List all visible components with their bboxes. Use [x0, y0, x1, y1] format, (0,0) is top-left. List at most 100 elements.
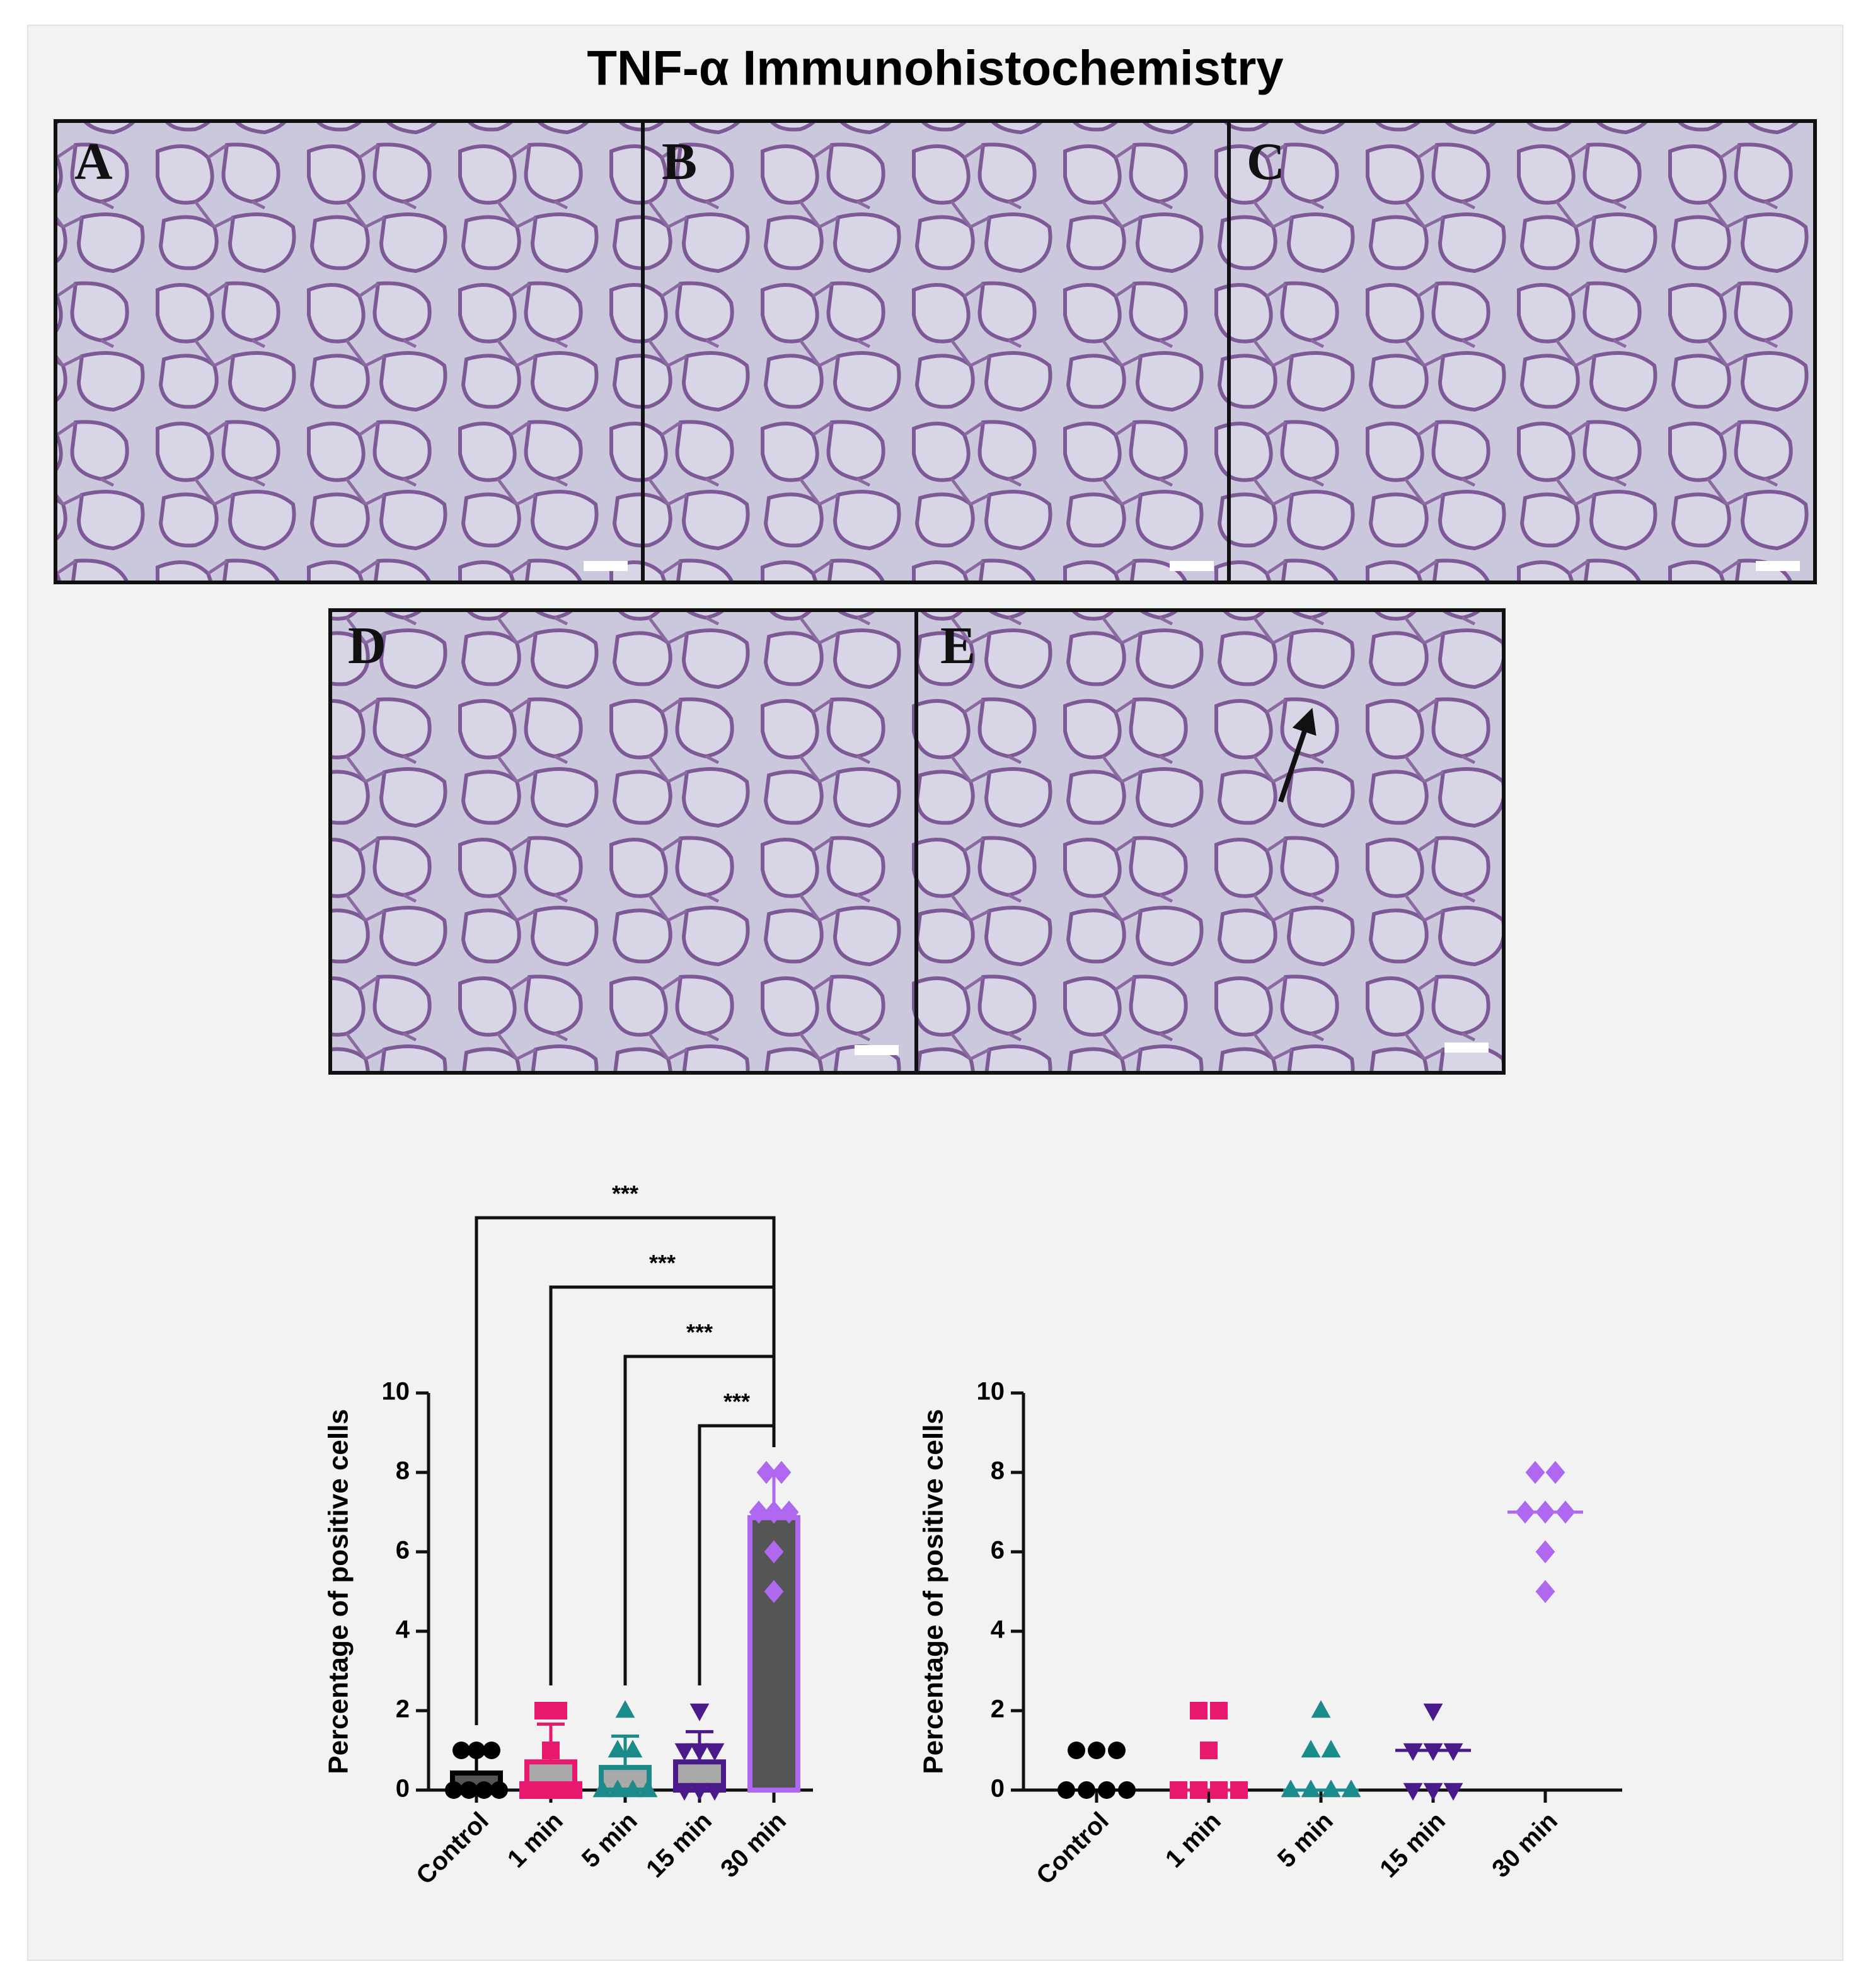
data-point [771, 1460, 792, 1484]
panel-letter: B [662, 132, 697, 191]
data-point [460, 1781, 478, 1799]
data-point [638, 1779, 658, 1798]
data-point [534, 1702, 552, 1719]
data-point [756, 1460, 776, 1484]
y-tick-label: 10 [382, 1378, 410, 1406]
data-point [705, 1743, 725, 1761]
panel-letter: E [940, 616, 976, 675]
data-point [490, 1781, 508, 1799]
data-point [1423, 1703, 1443, 1721]
data-point [623, 1740, 643, 1758]
micrograph [914, 608, 1506, 1075]
y-tick-label: 8 [396, 1457, 410, 1485]
data-point [764, 1540, 784, 1564]
figure-title: TNF-α Immunohistochemistry [587, 40, 1283, 96]
data-point [1301, 1740, 1321, 1758]
y-tick-label: 2 [991, 1696, 1005, 1723]
significance-label: *** [612, 1181, 638, 1206]
data-point [550, 1702, 567, 1719]
y-tick-label: 2 [396, 1696, 410, 1723]
data-point [1535, 1580, 1555, 1604]
data-point [1545, 1460, 1565, 1484]
data-point [749, 1500, 769, 1524]
y-tick-label: 4 [396, 1616, 410, 1644]
data-point [764, 1500, 784, 1524]
data-point [1423, 1743, 1443, 1761]
data-point [542, 1742, 560, 1759]
y-axis-label: Percentage of positive cells [323, 1409, 354, 1774]
panel-letter: C [1247, 132, 1285, 191]
data-point [689, 1703, 710, 1721]
data-point [1200, 1742, 1218, 1759]
significance-bracket [623, 1355, 776, 1685]
data-point [674, 1743, 694, 1761]
data-point [779, 1500, 799, 1524]
data-point [1535, 1540, 1555, 1564]
scale-bar [1170, 561, 1214, 571]
data-point [1443, 1743, 1463, 1761]
significance-label: *** [723, 1389, 750, 1414]
data-point [519, 1781, 537, 1799]
data-point [1190, 1702, 1207, 1719]
y-tick-label: 4 [991, 1616, 1005, 1644]
data-point [1311, 1700, 1331, 1718]
data-point [1443, 1783, 1463, 1801]
data-point [623, 1779, 643, 1798]
data-point [452, 1742, 470, 1759]
y-tick-label: 8 [991, 1457, 1005, 1485]
data-point [1210, 1702, 1228, 1719]
data-point [468, 1742, 485, 1759]
micrograph [328, 608, 918, 1075]
y-tick-label: 0 [991, 1775, 1005, 1803]
scale-bar [855, 1045, 899, 1055]
y-tick-label: 6 [991, 1537, 1005, 1564]
data-point [1403, 1743, 1423, 1761]
data-point [1088, 1742, 1105, 1759]
data-point [705, 1783, 725, 1801]
data-point [1301, 1779, 1321, 1798]
significance-label: *** [686, 1319, 713, 1345]
data-point [764, 1580, 784, 1604]
data-point [445, 1781, 463, 1799]
y-tick-label: 10 [977, 1378, 1005, 1406]
y-tick-label: 0 [396, 1775, 410, 1803]
data-point [1341, 1779, 1361, 1798]
data-point [615, 1700, 635, 1718]
micrograph [1227, 119, 1817, 584]
data-point [1108, 1742, 1126, 1759]
data-point [608, 1740, 628, 1758]
data-point [1321, 1779, 1341, 1798]
data-point [1321, 1740, 1341, 1758]
data-point [475, 1781, 493, 1799]
significance-bracket [698, 1424, 776, 1685]
bar [599, 1765, 652, 1793]
data-point [689, 1783, 710, 1801]
significance-label: *** [649, 1250, 676, 1276]
data-point [1281, 1779, 1301, 1798]
data-point [592, 1779, 613, 1798]
data-point [534, 1781, 552, 1799]
scale-bar [1756, 561, 1800, 571]
panel-letter: A [74, 132, 113, 191]
data-point [565, 1781, 582, 1799]
arrow [1278, 708, 1317, 803]
micrograph [54, 119, 645, 584]
micrograph [641, 119, 1231, 584]
data-point [1068, 1742, 1085, 1759]
micrographs: A B C D E [54, 119, 1817, 1075]
panel-letter: D [348, 616, 386, 675]
data-point [550, 1781, 567, 1799]
y-axis-label: Percentage of positive cells [918, 1409, 949, 1774]
data-point [674, 1783, 694, 1801]
scale-bar [1444, 1043, 1489, 1053]
data-point [1525, 1460, 1545, 1484]
data-point [1403, 1783, 1423, 1801]
data-point [608, 1779, 628, 1798]
data-point [483, 1742, 500, 1759]
data-point [1423, 1783, 1443, 1801]
y-tick-label: 6 [396, 1537, 410, 1564]
scale-bar [584, 561, 628, 571]
data-point [689, 1743, 710, 1761]
